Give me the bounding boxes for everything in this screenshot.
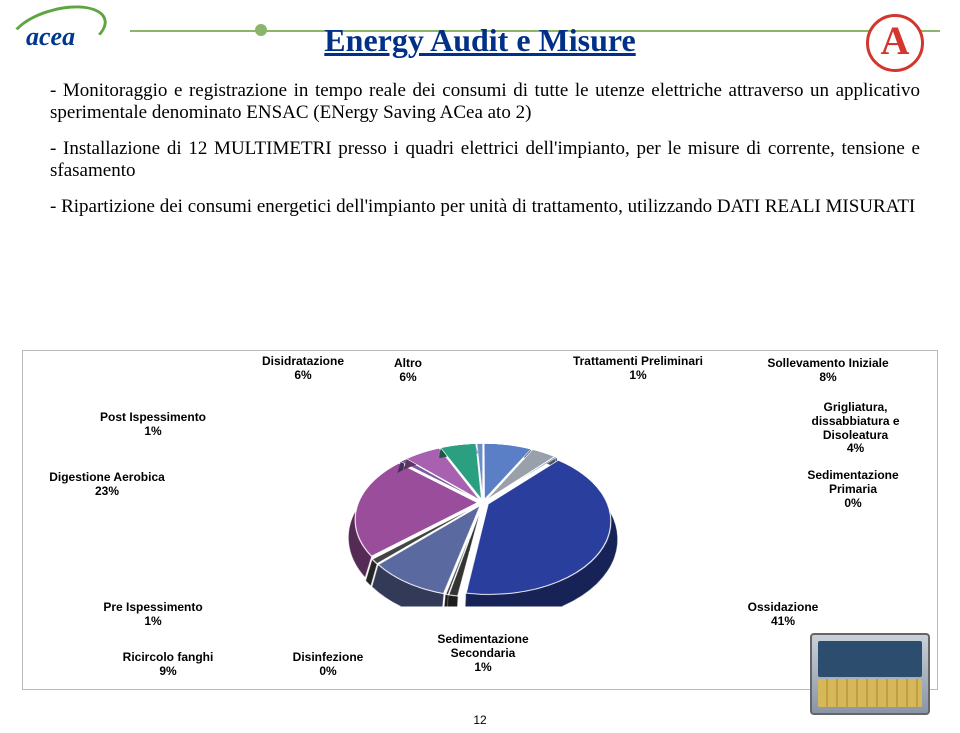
multimeter-icon: [810, 633, 930, 715]
page-number: 12: [0, 713, 960, 727]
pie-slice-label: Trattamenti Preliminari1%: [553, 355, 723, 383]
pie-chart-panel: Disidratazione6% Altro6% Trattamenti Preli…: [22, 350, 938, 690]
pie-slice-label: Sedimentazione Secondaria1%: [413, 633, 553, 674]
bullet-item: Ripartizione dei consumi energetici dell…: [50, 196, 920, 218]
pie-slice-label: Disinfezione0%: [273, 651, 383, 679]
pie-slice-label: Ossidazione41%: [723, 601, 843, 629]
pie-slice-label: Digestione Aerobica23%: [27, 471, 187, 499]
pie-slice-label: Sollevamento Iniziale8%: [743, 357, 913, 385]
bullet-item: Installazione di 12 MULTIMETRI presso i …: [50, 138, 920, 182]
pie-chart: [343, 351, 623, 636]
pie-slice-label: Pre Ispessimento1%: [83, 601, 223, 629]
bullet-item: Monitoraggio e registrazione in tempo re…: [50, 80, 920, 124]
bullet-list: Monitoraggio e registrazione in tempo re…: [50, 80, 920, 232]
pie-slice-label: Disidratazione6%: [248, 355, 358, 383]
section-badge: A: [866, 14, 924, 72]
page-title: Energy Audit e Misure: [0, 22, 960, 59]
pie-slice-label: Ricircolo fanghi9%: [103, 651, 233, 679]
pie-slice-label: Post Ispessimento1%: [83, 411, 223, 439]
pie-slice-label: Grigliatura, dissabbiatura e Disoleatura…: [783, 401, 928, 456]
pie-slice-label: Altro6%: [378, 357, 438, 385]
pie-slice-label: Sedimentazione Primaria0%: [783, 469, 923, 510]
